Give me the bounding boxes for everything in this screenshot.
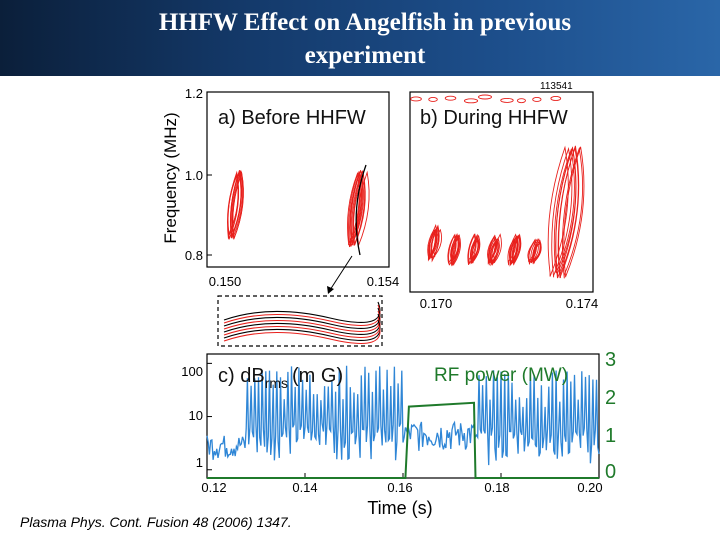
rms-series-line	[206, 365, 600, 466]
burst-4-contour-6	[507, 238, 516, 266]
burst-1-contour-7	[351, 170, 364, 245]
shot-number: 113541	[540, 81, 573, 92]
panel-c: c) dBrms (m G) RF power (MW) 100 10 1 3 2…	[181, 349, 616, 518]
top-fragment-4	[478, 94, 492, 100]
burst-0-contour-8	[427, 228, 436, 262]
burst-5-contour-5	[528, 238, 537, 263]
burst-0-contour-2	[231, 169, 244, 238]
a-xtick-label-0.154: 0.154	[367, 274, 400, 289]
burst-2-contour-1	[467, 233, 476, 266]
a-xtick-label-0.150: 0.150	[209, 274, 242, 289]
b-xtick-label-0.170: 0.170	[420, 296, 453, 311]
c-ytick-label-1: 1	[196, 455, 203, 470]
burst-4-contour-8	[511, 234, 521, 264]
panel-a-frame	[206, 91, 390, 268]
burst-2-contour-2	[468, 233, 477, 265]
burst-3-contour-6	[493, 233, 502, 264]
burst-6-contour-6	[555, 146, 577, 278]
top-fragment-2	[444, 95, 457, 101]
b-xtick-label-0.174: 0.174	[566, 296, 599, 311]
top-fragment-1	[428, 97, 438, 102]
slide-title-line2: experiment	[304, 42, 426, 69]
burst-6-contour-8	[557, 146, 579, 279]
c-ry-label-1: 1	[605, 425, 616, 447]
burst-1-contour-0	[352, 170, 366, 246]
burst-1-contour-8	[349, 172, 363, 247]
burst-1-contour-1	[350, 170, 363, 246]
burst-4-contour-7	[510, 235, 519, 265]
c-ry-label-2: 2	[605, 387, 616, 409]
top-fragment-5	[500, 97, 514, 103]
top-fragment-8	[550, 96, 562, 101]
panel-c-label-unit: (m G)	[292, 365, 343, 387]
chirp-fit-line	[355, 164, 367, 256]
zoom-arrow	[329, 255, 353, 291]
slide-title-line1: HHFW Effect on Angelfish in previous	[158, 9, 572, 36]
top-fragment-3	[463, 98, 479, 104]
burst-6-contour-7	[551, 146, 573, 278]
zoom-arrow-head	[327, 286, 334, 294]
burst-1-contour-1	[448, 233, 457, 266]
panel-b-bursts	[427, 145, 585, 279]
panel-c-label: c) dBrms (m G)	[218, 365, 343, 391]
zoom-curve-7	[223, 322, 381, 344]
rf-power-label: RF power (MW)	[434, 365, 568, 386]
top-fragment-6	[516, 98, 526, 104]
panel-b-label: b) During HHFW	[420, 107, 568, 129]
panel-a-label: a) Before HHFW	[218, 107, 366, 129]
c-xtick-label-0.14: 0.14	[292, 480, 317, 495]
freq-ylabel: Frequency (MHz)	[161, 112, 180, 243]
c-xtick-label-0.16: 0.16	[387, 480, 412, 495]
burst-1-contour-5	[452, 234, 461, 266]
panel-a-bursts	[227, 164, 370, 256]
zoom-curves	[223, 301, 381, 344]
burst-3-contour-7	[488, 234, 497, 263]
burst-1-contour-4	[348, 170, 361, 248]
panel-c-label-sub: rms	[265, 375, 288, 391]
c-xtick-label-0.20: 0.20	[577, 480, 602, 495]
burst-6-contour-1	[553, 148, 575, 274]
citation: Plasma Phys. Cont. Fusion 48 (2006) 1347…	[20, 514, 292, 530]
burst-6-contour-5	[561, 146, 583, 279]
zoom-inset	[217, 295, 383, 347]
burst-2-contour-8	[470, 237, 480, 261]
zoom-inset-frame	[217, 295, 383, 347]
zoom-curve-4	[223, 313, 381, 335]
time-xlabel: Time (s)	[367, 498, 432, 518]
c-ytick-label-10: 10	[189, 408, 203, 423]
c-ytick-label-100: 100	[181, 364, 203, 379]
panel-b-frame	[409, 91, 594, 293]
c-xtick-label-0.12: 0.12	[201, 480, 226, 495]
a-ytick-label-0.8: 0.8	[185, 248, 203, 263]
panel-c-label-main: c) dB	[218, 365, 265, 387]
burst-0-contour-5	[431, 224, 440, 260]
zoom-curve-3	[223, 310, 381, 332]
a-ytick-label-1.0: 1.0	[185, 168, 203, 183]
burst-5-contour-7	[530, 238, 539, 264]
rf-power-series-line	[207, 401, 599, 479]
burst-0-contour-8	[227, 170, 239, 239]
burst-1-contour-8	[450, 235, 459, 263]
top-fragment-0	[410, 96, 422, 102]
burst-6-contour-0	[558, 145, 580, 278]
zoom-curve-5	[223, 316, 381, 338]
title-bar	[0, 0, 720, 76]
c-ry-label-0: 0	[605, 461, 616, 483]
burst-0-contour-4	[428, 224, 438, 259]
a-ytick-label-1.2: 1.2	[185, 86, 203, 101]
burst-5-contour-8	[532, 240, 541, 263]
c-xtick-label-0.18: 0.18	[484, 480, 509, 495]
c-ry-label-3: 3	[605, 349, 616, 371]
burst-0-contour-7	[229, 172, 242, 239]
panel-b-top-fragments	[410, 94, 562, 104]
burst-3-contour-8	[488, 236, 498, 264]
burst-0-contour-6	[430, 227, 439, 259]
panel-a: a) Before HHFW 1.2 1.0 0.8 0.150 0.154 F…	[161, 86, 399, 289]
slide-title: HHFW Effect on Angelfish in previous exp…	[60, 6, 670, 72]
panel-b: 113541 b) During HHFW 0.170 0.174	[409, 81, 599, 311]
zoom-curve-6	[223, 319, 381, 341]
top-fragment-7	[532, 97, 542, 102]
